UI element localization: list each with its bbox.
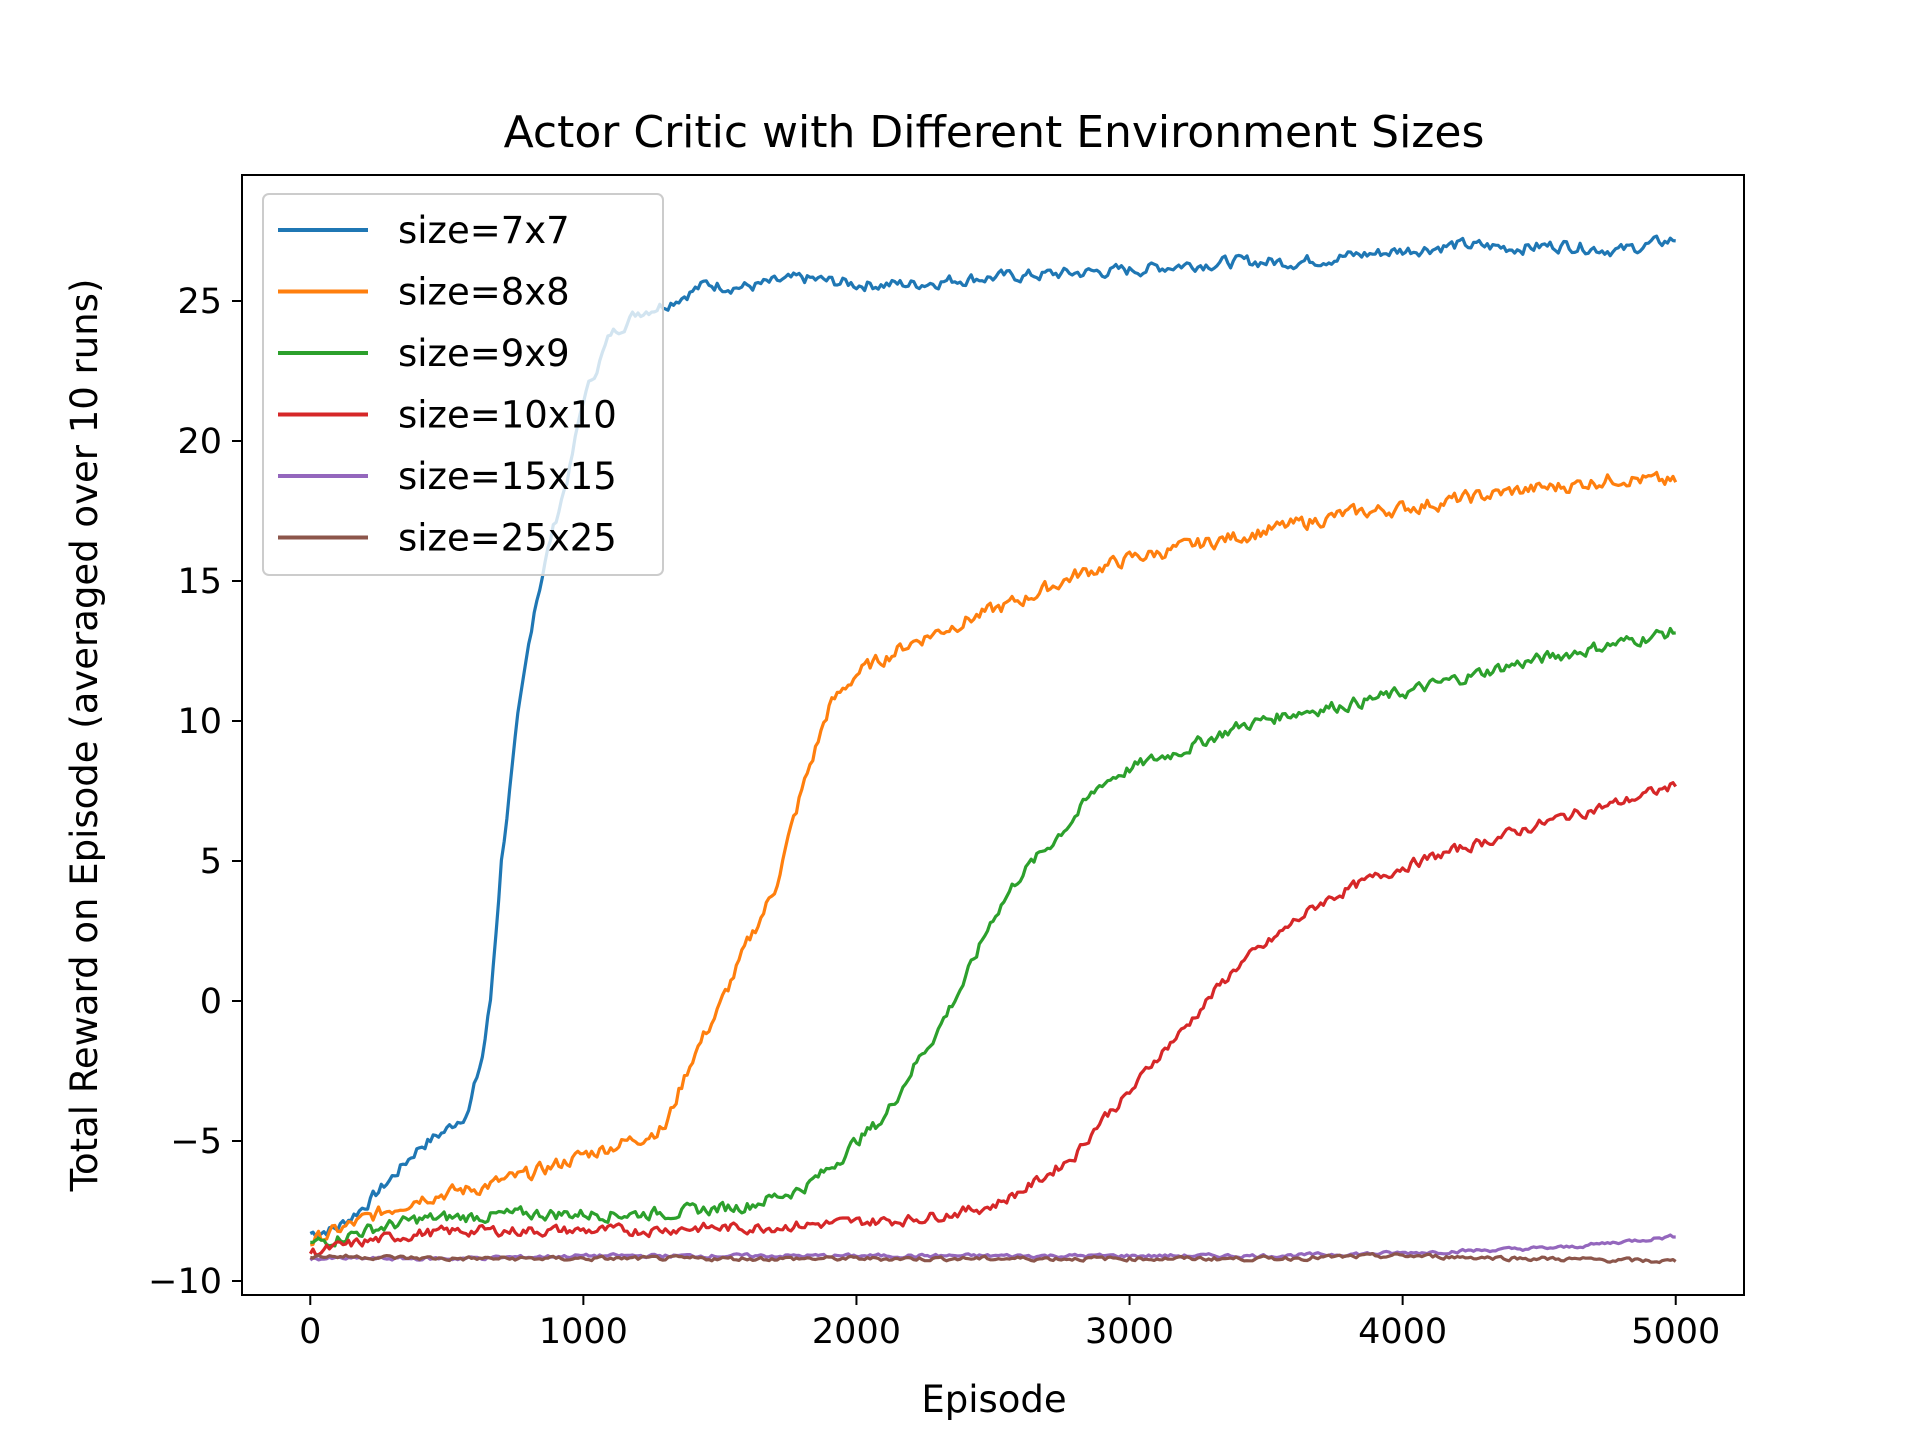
legend-label: size=8x8 (398, 271, 570, 314)
x-tick-label: 4000 (1358, 1312, 1447, 1352)
legend-box (262, 193, 664, 576)
series-line-4 (309, 1233, 1676, 1262)
y-tick-label: 20 (177, 422, 222, 462)
y-axis: −10 −5 0 5 10 15 20 25 (148, 282, 242, 1302)
y-axis-label: Total Reward on Episode (averaged over 1… (63, 279, 106, 1193)
x-axis-label: Episode (921, 1378, 1066, 1421)
legend-label: size=9x9 (398, 332, 570, 375)
legend: size=7x7 size=8x8 size=9x9 size=10x10 size=1… (262, 193, 664, 576)
legend-label: size=15x15 (398, 455, 617, 498)
legend-label: size=7x7 (398, 209, 570, 252)
y-tick-label: −10 (148, 1262, 222, 1302)
y-tick-label: 15 (177, 562, 222, 602)
series-line-3 (308, 781, 1678, 1257)
series-line-5 (310, 1252, 1677, 1265)
plot-lines (308, 234, 1678, 1265)
x-tick-label: 3000 (1085, 1312, 1174, 1352)
y-tick-label: 0 (200, 982, 222, 1022)
x-axis: 0 1000 2000 3000 4000 5000 (299, 1295, 1720, 1352)
legend-label: size=25x25 (398, 517, 617, 560)
chart-title: Actor Critic with Different Environment … (504, 107, 1485, 158)
x-tick-label: 2000 (812, 1312, 901, 1352)
series-line-2 (310, 626, 1676, 1248)
x-tick-label: 0 (299, 1312, 321, 1352)
series-line-1 (310, 470, 1678, 1247)
x-tick-label: 5000 (1631, 1312, 1720, 1352)
y-tick-label: −5 (170, 1122, 222, 1162)
series-line-0 (309, 234, 1676, 1238)
y-tick-label: 25 (177, 282, 222, 322)
y-tick-label: 10 (177, 702, 222, 742)
y-tick-label: 5 (200, 842, 222, 882)
x-tick-label: 1000 (539, 1312, 628, 1352)
legend-label: size=10x10 (398, 394, 617, 437)
plot-frame (241, 174, 1745, 1296)
